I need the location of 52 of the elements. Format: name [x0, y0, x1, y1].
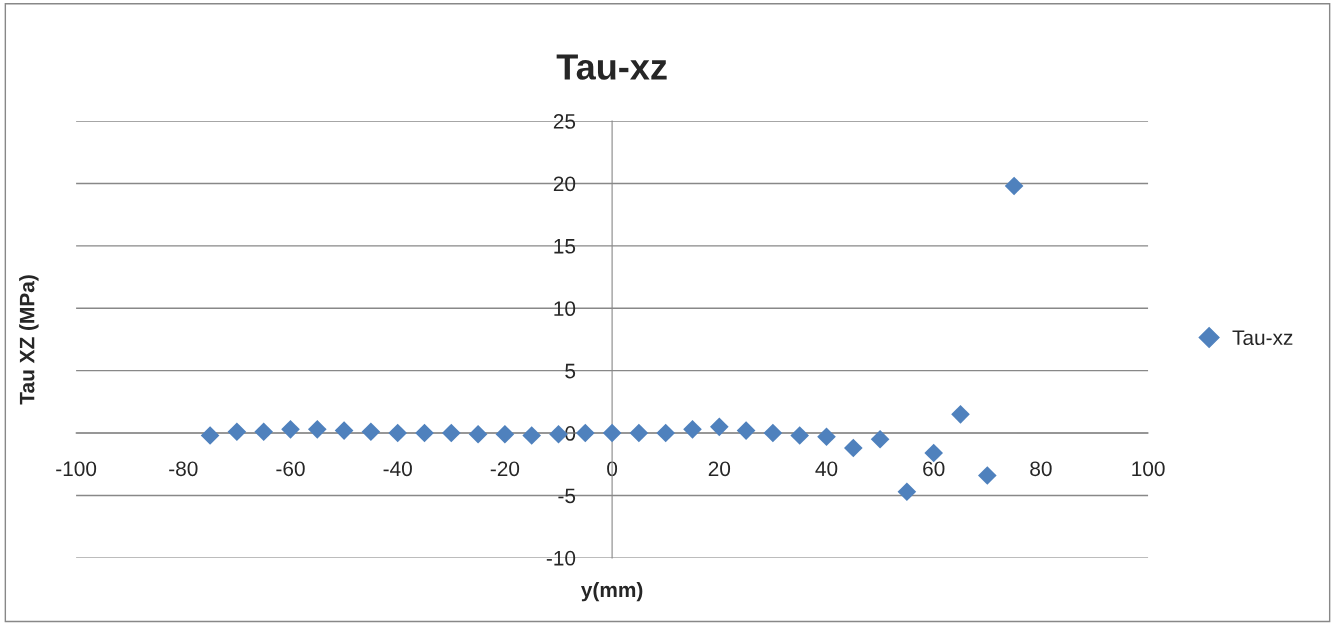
point [709, 417, 729, 437]
x-tick-label: -100 [56, 461, 97, 477]
point [361, 422, 381, 442]
point [334, 421, 354, 440]
legend-label: Tau-xz [1232, 330, 1293, 346]
point [227, 422, 247, 442]
x-tick-label: -60 [276, 461, 305, 477]
point [441, 423, 461, 443]
point [575, 423, 595, 443]
chart-title: Tau-xz [556, 54, 667, 80]
point [790, 426, 810, 445]
point [388, 423, 408, 443]
x-tick-label: 100 [1132, 461, 1165, 477]
x-tick-label: -20 [490, 461, 520, 477]
y-tick-label: 10 [554, 301, 576, 317]
x-tick-label: 80 [1030, 461, 1052, 477]
x-tick-label: -40 [383, 461, 412, 477]
point [924, 443, 944, 463]
point [468, 424, 488, 444]
point [1004, 176, 1024, 196]
point [254, 422, 274, 442]
point [281, 420, 300, 439]
point [977, 466, 997, 485]
point [763, 423, 783, 443]
x-tick-label: 0 [607, 461, 618, 477]
y-tick-label: 5 [565, 363, 576, 379]
point [200, 426, 220, 445]
point [843, 438, 863, 458]
point [817, 427, 836, 447]
y-tick-label: 25 [553, 114, 576, 129]
point [415, 423, 434, 443]
point [522, 426, 542, 445]
point [656, 423, 676, 443]
point [602, 423, 622, 443]
point [495, 424, 515, 444]
point [897, 482, 917, 502]
y-tick-label: 20 [553, 176, 576, 192]
point [629, 423, 649, 443]
x-tick-label: 60 [923, 461, 945, 477]
y-axis-title: Tau XZ (MPa) [19, 275, 39, 405]
point [951, 405, 970, 424]
y-tick-label: 15 [554, 239, 576, 254]
point [307, 420, 327, 439]
x-tick-label: 40 [815, 461, 838, 477]
x-tick-label: 20 [708, 461, 731, 477]
point [736, 421, 756, 440]
x-tick-label: -80 [169, 461, 198, 477]
y-tick-label: -10 [546, 550, 576, 566]
point [683, 420, 702, 439]
point [870, 429, 890, 449]
x-axis-title: y(mm) [581, 581, 643, 602]
y-tick-label: -5 [558, 488, 576, 504]
